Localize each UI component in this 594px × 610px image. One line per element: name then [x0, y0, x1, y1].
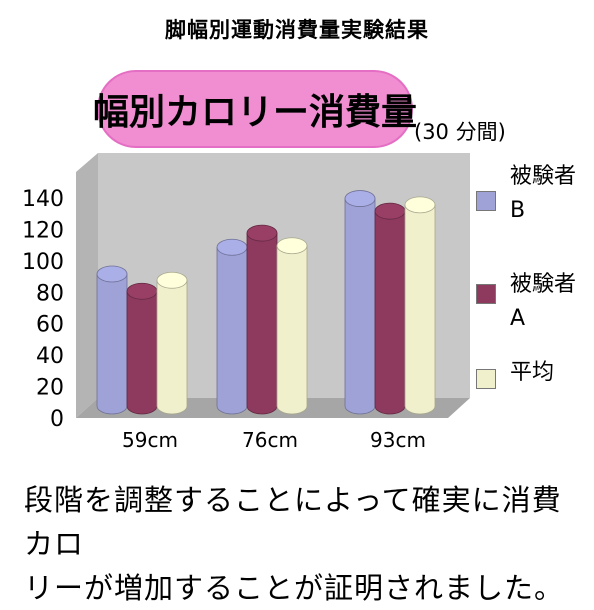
legend-label: 被験者 A — [510, 272, 577, 331]
y-tick-label: 100 — [22, 250, 64, 275]
chart-side-wall — [76, 153, 98, 418]
bar-top — [246, 224, 278, 242]
bar — [276, 237, 308, 415]
x-tick-label: 59cm — [122, 428, 178, 452]
legend-swatch — [476, 191, 496, 211]
bar-body — [246, 232, 278, 415]
x-tick-label: 76cm — [242, 428, 298, 452]
y-tick-label: 20 — [36, 376, 64, 401]
bar-chart: 0 20 40 60 80 100 120 140 59cm 76cm 93cm — [22, 153, 470, 452]
caption: 段階を調整することによって確実に消費カロ リーが増加することが証明されました。 — [24, 478, 584, 610]
legend-swatch — [476, 284, 496, 304]
caption-line-1: 段階を調整することによって確実に消費カロ — [24, 483, 562, 561]
bar-top — [344, 190, 376, 207]
bars — [96, 190, 436, 415]
y-tick-label: 60 — [36, 313, 64, 338]
y-tick-label: 40 — [36, 344, 64, 369]
bar-top — [216, 238, 248, 256]
bar — [126, 282, 158, 415]
legend-label: 被験者 B — [510, 164, 577, 223]
x-tick-label: 93cm — [370, 428, 426, 452]
legend-swatch — [476, 369, 496, 389]
y-tick-label: 80 — [36, 281, 64, 306]
bar-top — [96, 265, 128, 283]
bar-body — [216, 246, 248, 415]
bar-top — [404, 196, 436, 214]
bar — [96, 265, 128, 415]
bar-body — [156, 279, 188, 415]
bar-body — [374, 210, 406, 415]
bar-body — [276, 245, 308, 415]
bar-top — [374, 202, 406, 220]
bar-body — [404, 204, 436, 415]
bar — [374, 202, 406, 415]
chart-subtitle: (30 分間) — [414, 120, 506, 144]
bar-top — [276, 237, 308, 255]
y-tick-label: 0 — [50, 407, 64, 432]
y-axis-ticks: 0 20 40 60 80 100 120 140 — [22, 187, 64, 432]
x-axis-labels: 59cm 76cm 93cm — [122, 428, 426, 452]
bar — [344, 190, 376, 415]
bar — [156, 271, 188, 415]
y-tick-label: 140 — [22, 187, 64, 212]
bar — [246, 224, 278, 415]
bar-body — [344, 198, 376, 415]
page-title: 脚幅別運動消費量実験結果 — [165, 18, 429, 42]
bar — [404, 196, 436, 415]
bar-top — [126, 282, 158, 300]
bar-top — [156, 271, 188, 289]
chart-title-pill: 幅別カロリー消費量 — [93, 70, 417, 148]
chart-title: 幅別カロリー消費量 — [93, 92, 418, 133]
legend-label: 平均 — [510, 360, 555, 385]
bar-body — [96, 273, 128, 415]
y-tick-label: 120 — [22, 218, 64, 243]
caption-line-2: リーが増加することが証明されました。 — [24, 571, 565, 605]
bar — [216, 238, 248, 415]
bar-body — [126, 290, 158, 415]
